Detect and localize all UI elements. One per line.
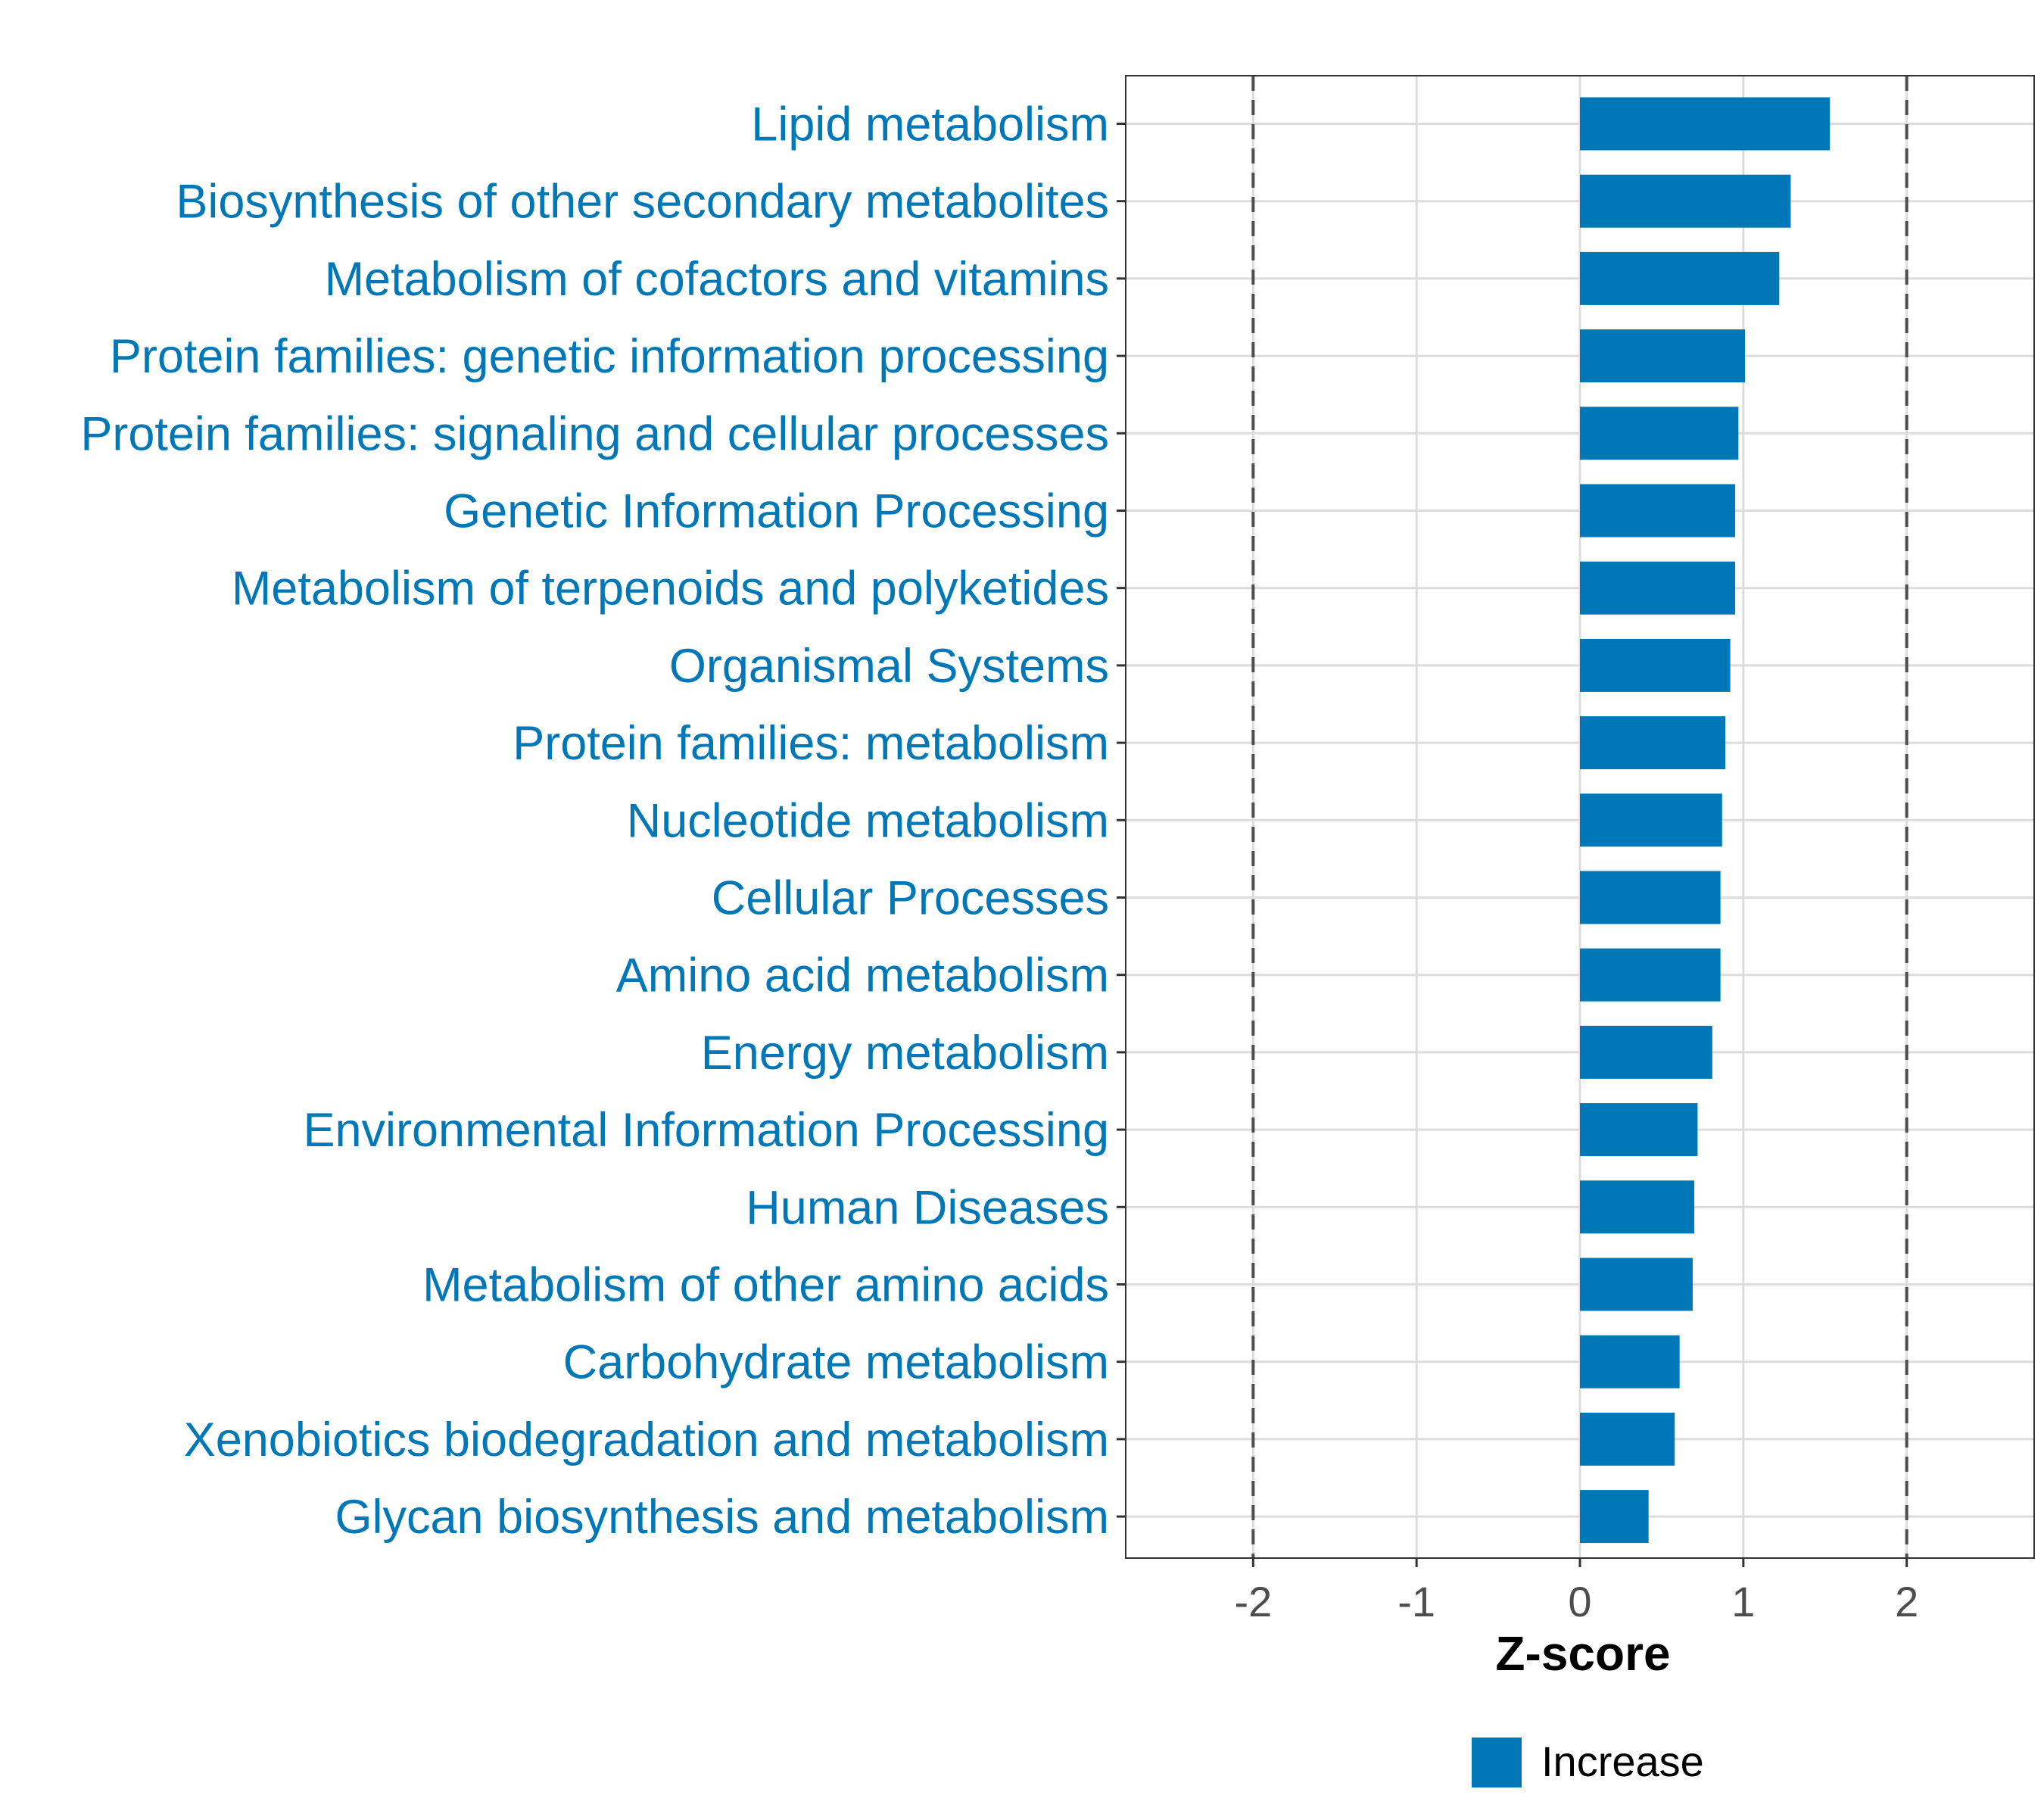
y-tick-label-17: Xenobiotics biodegradation and metabolis… — [184, 1413, 1109, 1466]
bar-12 — [1580, 1025, 1712, 1079]
y-tick-label-6: Metabolism of terpenoids and polyketides — [232, 563, 1109, 616]
bar-15 — [1580, 1258, 1693, 1311]
bar-0 — [1580, 97, 1831, 151]
x-tick-label-2: 0 — [1568, 1578, 1591, 1625]
bar-4 — [1580, 407, 1739, 460]
y-tick-label-5: Genetic Information Processing — [444, 485, 1109, 538]
bar-layer — [1580, 97, 1831, 1544]
y-tick-label-1: Biosynthesis of other secondary metaboli… — [176, 176, 1109, 229]
y-axis: Lipid metabolism Biosynthesis of other se… — [80, 98, 1126, 1544]
bar-16 — [1580, 1335, 1680, 1388]
reference-lines — [1251, 76, 1908, 1558]
y-tick-label-3: Protein families: genetic information pr… — [110, 330, 1109, 383]
y-tick-label-13: Environmental Information Processing — [303, 1104, 1109, 1157]
bar-13 — [1580, 1103, 1698, 1157]
y-tick-label-2: Metabolism of cofactors and vitamins — [325, 253, 1109, 306]
bar-18 — [1580, 1490, 1649, 1544]
y-tick-label-0: Lipid metabolism — [751, 98, 1109, 151]
bar-14 — [1580, 1180, 1695, 1234]
y-tick-label-12: Energy metabolism — [701, 1027, 1109, 1080]
y-tick-label-16: Carbohydrate metabolism — [563, 1336, 1109, 1389]
y-tick-label-14: Human Diseases — [746, 1181, 1109, 1234]
legend: Increase — [1472, 1738, 1704, 1787]
y-tick-label-4: Protein families: signaling and cellular… — [80, 407, 1109, 460]
x-axis: -2 -1 0 1 2 — [1234, 1558, 1918, 1625]
bar-9 — [1580, 793, 1722, 847]
y-tick-label-9: Nucleotide metabolism — [627, 794, 1109, 847]
bar-10 — [1580, 871, 1721, 924]
legend-label-increase: Increase — [1541, 1738, 1704, 1785]
y-tick-label-15: Metabolism of other amino acids — [422, 1259, 1109, 1312]
bar-7 — [1580, 638, 1731, 692]
bar-17 — [1580, 1412, 1675, 1466]
y-tick-label-11: Amino acid metabolism — [616, 949, 1109, 1002]
bar-6 — [1580, 561, 1736, 615]
y-tick-label-18: Glycan biosynthesis and metabolism — [335, 1491, 1110, 1544]
y-tick-label-8: Protein families: metabolism — [513, 717, 1109, 770]
bar-11 — [1580, 948, 1721, 1002]
x-axis-title: Z-score — [1495, 1626, 1670, 1681]
x-tick-label-3: 1 — [1731, 1578, 1755, 1625]
bar-1 — [1580, 174, 1791, 228]
y-tick-label-10: Cellular Processes — [712, 872, 1109, 925]
bar-5 — [1580, 484, 1736, 538]
x-tick-label-1: -1 — [1397, 1578, 1435, 1625]
bar-2 — [1580, 251, 1780, 305]
legend-swatch-increase — [1472, 1738, 1522, 1787]
x-tick-label-4: 2 — [1895, 1578, 1918, 1625]
x-tick-label-0: -2 — [1234, 1578, 1272, 1625]
bar-3 — [1580, 329, 1745, 383]
bar-8 — [1580, 716, 1726, 770]
y-tick-label-7: Organismal Systems — [669, 640, 1109, 693]
